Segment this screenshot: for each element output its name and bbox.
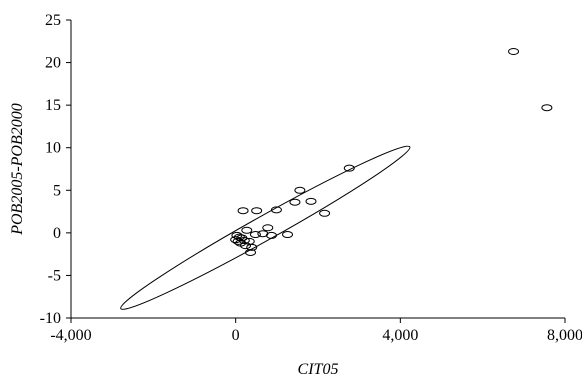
data-point (241, 226, 253, 234)
data-point (541, 104, 553, 112)
data-point (343, 164, 355, 172)
data-point (257, 230, 269, 238)
data-point (244, 248, 256, 256)
y-tick-label: 10 (45, 140, 61, 157)
x-tick-label: 4,000 (382, 327, 418, 344)
data-point (262, 224, 274, 232)
data-point (265, 231, 277, 239)
x-axis-title: CIT05 (298, 361, 339, 378)
y-tick-label: 25 (45, 12, 61, 29)
data-point (246, 243, 258, 251)
y-tick-label: 15 (45, 97, 61, 114)
data-point (240, 242, 252, 250)
data-point (232, 237, 244, 245)
y-tick-label: 5 (53, 182, 61, 199)
data-point (251, 207, 263, 215)
confidence-ellipse-layer (120, 145, 411, 310)
data-point (508, 48, 520, 56)
axes (70, 20, 565, 319)
data-point (270, 206, 282, 214)
data-point (289, 198, 301, 206)
x-tick-label: 8,000 (547, 327, 582, 344)
confidence-ellipse (120, 145, 411, 310)
y-axis-title: POB2005-POB2000 (9, 103, 26, 236)
y-tick-label: -10 (40, 310, 61, 327)
data-point (282, 231, 294, 239)
data-point (237, 207, 249, 215)
y-tick-label: -5 (48, 267, 61, 284)
data-point (294, 186, 306, 194)
data-point (249, 231, 261, 239)
x-tick-label: 0 (232, 327, 240, 344)
ticks: -4,000 0 4,000 8,000 -10 -5 0 5 10 15 20 25 (40, 12, 582, 344)
data-points (230, 48, 553, 256)
y-tick-label: 0 (53, 225, 61, 242)
data-point (305, 197, 317, 205)
x-tick-label: -4,000 (50, 327, 91, 344)
y-tick-label: 20 (45, 55, 61, 72)
data-point (319, 209, 331, 217)
